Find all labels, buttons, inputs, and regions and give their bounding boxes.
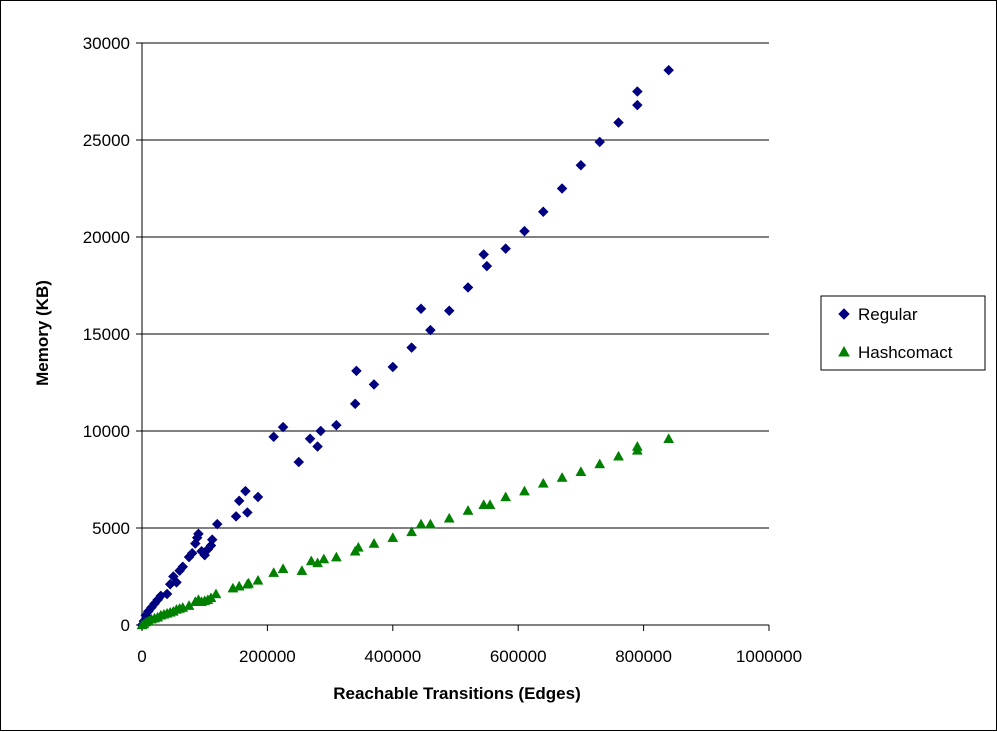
y-tick-label: 25000 (83, 131, 130, 150)
point-regular (481, 260, 493, 272)
y-tick-label: 20000 (83, 228, 130, 247)
point-hashcomact (424, 518, 436, 529)
point-regular (351, 365, 362, 377)
x-tick-label: 200000 (239, 647, 296, 666)
point-regular (268, 431, 280, 443)
point-regular (186, 547, 198, 559)
point-hashcomact (594, 458, 606, 469)
data-points (136, 64, 675, 631)
point-regular (663, 64, 675, 76)
x-tick-label: 400000 (364, 647, 421, 666)
x-tick-label: 600000 (490, 647, 547, 666)
point-hashcomact (663, 433, 675, 444)
axes (136, 42, 770, 631)
point-hashcomact (243, 577, 255, 588)
point-regular (161, 588, 173, 600)
point-hashcomact (305, 555, 317, 566)
point-regular (387, 361, 399, 373)
y-tick-label: 0 (121, 616, 130, 635)
point-regular (167, 571, 179, 582)
point-regular (206, 534, 218, 545)
point-regular (631, 86, 643, 97)
point-regular (304, 433, 316, 445)
point-hashcomact (233, 580, 245, 591)
point-regular (240, 485, 251, 497)
point-hashcomact (575, 466, 587, 476)
point-regular (462, 282, 474, 293)
point-regular (575, 159, 587, 171)
point-regular (277, 421, 289, 433)
point-hashcomact (500, 491, 512, 502)
point-regular (233, 495, 245, 507)
point-regular (349, 398, 361, 410)
tick-labels: 0 5000 10000 15000 20000 25000 30000 0 200000 400… (83, 34, 802, 666)
point-regular (293, 456, 305, 468)
point-hashcomact (443, 512, 455, 523)
point-regular (631, 99, 643, 111)
y-tick-label: 5000 (92, 519, 130, 538)
legend-label-regular: Regular (858, 305, 918, 324)
legend: Regular Hashcomact (820, 295, 986, 371)
point-hashcomact (296, 565, 308, 575)
y-tick-label: 30000 (83, 34, 130, 53)
point-hashcomact (462, 505, 474, 515)
point-hashcomact (210, 588, 222, 599)
point-regular (211, 518, 223, 530)
x-tick-label: 1000000 (736, 647, 802, 666)
x-tick-label: 800000 (615, 647, 672, 666)
y-axis-title: Memory (KB) (33, 280, 52, 386)
legend-marker-hashcomact (838, 345, 850, 357)
legend-label-hashcomact: Hashcomact (858, 343, 953, 362)
point-regular (415, 303, 427, 315)
point-hashcomact (556, 472, 568, 482)
point-regular (519, 225, 530, 237)
x-axis-title: Reachable Transitions (Edges) (333, 684, 581, 703)
legend-box (820, 295, 986, 371)
point-regular (613, 117, 624, 128)
point-regular (537, 206, 549, 218)
point-hashcomact (352, 541, 364, 552)
point-hashcomact (318, 553, 330, 564)
point-regular (425, 324, 436, 336)
point-regular (315, 425, 327, 437)
point-regular (594, 136, 606, 148)
point-regular (331, 419, 342, 431)
point-hashcomact (484, 499, 496, 509)
point-hashcomact (268, 567, 280, 577)
point-regular (312, 441, 323, 452)
point-hashcomact (613, 450, 624, 461)
point-regular (241, 507, 253, 518)
point-hashcomact (631, 441, 643, 451)
point-regular (500, 243, 512, 254)
point-regular (193, 528, 204, 540)
point-regular (252, 491, 264, 503)
point-hashcomact (387, 532, 399, 542)
point-hashcomact (519, 485, 530, 496)
legend-marker-regular (838, 308, 850, 320)
y-tick-label: 10000 (83, 422, 130, 441)
point-hashcomact (252, 574, 264, 585)
point-regular (368, 379, 380, 390)
point-regular (556, 183, 568, 194)
point-regular (406, 342, 417, 353)
point-hashcomact (406, 526, 418, 537)
x-tick-label: 0 (137, 647, 146, 666)
point-hashcomact (330, 551, 342, 562)
point-regular (230, 511, 242, 522)
point-hashcomact (368, 538, 380, 548)
point-hashcomact (537, 477, 549, 488)
point-regular (177, 561, 189, 573)
point-regular (478, 249, 490, 260)
point-hashcomact (415, 518, 427, 529)
point-regular (443, 305, 455, 317)
point-hashcomact (277, 563, 289, 573)
grid-lines (142, 42, 769, 529)
y-tick-label: 15000 (83, 325, 130, 344)
